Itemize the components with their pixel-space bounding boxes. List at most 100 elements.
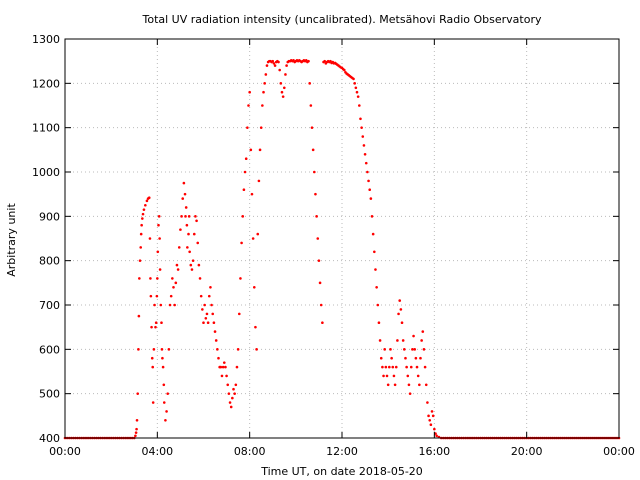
data-point [314, 192, 317, 196]
data-point [220, 374, 224, 378]
data-point [137, 314, 141, 318]
data-point [356, 95, 360, 98]
data-point [171, 277, 174, 280]
data-point [138, 259, 142, 262]
data-point [144, 203, 147, 207]
data-point [235, 365, 239, 369]
data-point [310, 126, 314, 129]
data-point [204, 317, 208, 320]
data-point [198, 277, 202, 280]
data-point [285, 64, 288, 67]
data-point [409, 365, 413, 369]
data-point [401, 339, 405, 342]
data-point [159, 303, 163, 307]
data-point [423, 365, 427, 369]
y-tick-label: 400 [39, 432, 60, 445]
data-point [391, 365, 395, 369]
plot-frame [64, 38, 620, 439]
data-point [278, 68, 281, 72]
data-point [226, 383, 230, 387]
x-axis-label: Time UT, on date 2018-05-20 [260, 465, 423, 478]
data-point [188, 250, 191, 254]
y-tick-label: 700 [39, 299, 60, 312]
data-point [158, 237, 161, 240]
data-point [194, 215, 197, 218]
data-point [239, 277, 242, 280]
data-point [367, 179, 370, 183]
data-point [213, 330, 217, 333]
y-tick-label: 1000 [32, 166, 60, 179]
data-point [139, 246, 143, 249]
data-point [284, 73, 287, 76]
data-point [255, 348, 258, 351]
data-point [221, 365, 225, 369]
data-point [152, 348, 156, 351]
data-point [192, 232, 196, 236]
data-point [212, 321, 216, 325]
data-point [156, 250, 160, 254]
data-point [412, 334, 415, 338]
data-point [377, 321, 381, 325]
data-point [406, 374, 410, 378]
data-point [180, 215, 183, 218]
data-point [225, 374, 228, 378]
data-point [233, 392, 236, 395]
data-point [249, 148, 253, 152]
y-tick-label: 800 [39, 255, 60, 268]
x-tick-label: 00:00 [603, 445, 635, 458]
data-point [386, 383, 390, 387]
data-point [150, 325, 153, 329]
data-point [169, 294, 173, 298]
data-point [161, 356, 164, 360]
data-point [190, 268, 194, 271]
data-point [315, 215, 318, 218]
data-point [256, 232, 260, 236]
data-point [358, 104, 361, 107]
data-point [420, 339, 423, 342]
data-point [219, 365, 223, 369]
data-point [374, 268, 377, 271]
data-point [371, 232, 375, 236]
data-point [231, 396, 234, 400]
data-point [217, 356, 220, 360]
data-point [405, 365, 408, 369]
data-point [413, 348, 417, 351]
data-point [363, 152, 367, 156]
data-point [244, 157, 248, 160]
data-point [254, 325, 257, 329]
y-tick-label: 900 [39, 210, 60, 223]
data-point [162, 383, 166, 387]
data-point [147, 196, 151, 200]
data-point [355, 90, 359, 94]
data-point [379, 356, 383, 360]
data-point [229, 405, 233, 409]
data-point [136, 392, 140, 395]
data-point [139, 232, 143, 236]
data-point [388, 365, 391, 369]
data-point [416, 374, 420, 378]
data-point [174, 281, 178, 285]
data-point [157, 215, 161, 218]
data-point [141, 217, 144, 220]
data-point [394, 365, 398, 369]
data-point [384, 365, 388, 369]
data-point [319, 303, 323, 307]
data-point [241, 215, 245, 218]
y-tick-label: 1300 [32, 33, 60, 46]
data-point [135, 418, 139, 422]
data-point [373, 250, 376, 254]
data-point [382, 374, 385, 378]
x-axis-ticks: 00:00 04:00 08:00 12:00 16:00 20:00 00:00 [49, 39, 635, 458]
data-point [308, 82, 311, 85]
data-point [160, 321, 163, 325]
data-point [196, 241, 200, 245]
data-point [205, 312, 209, 316]
data-point [216, 348, 219, 351]
data-point [385, 374, 389, 378]
data-point [140, 223, 143, 227]
y-tick-label: 500 [39, 388, 60, 401]
data-point [166, 392, 170, 395]
data-point [257, 179, 261, 183]
data-point [214, 339, 218, 342]
data-point [252, 285, 256, 289]
